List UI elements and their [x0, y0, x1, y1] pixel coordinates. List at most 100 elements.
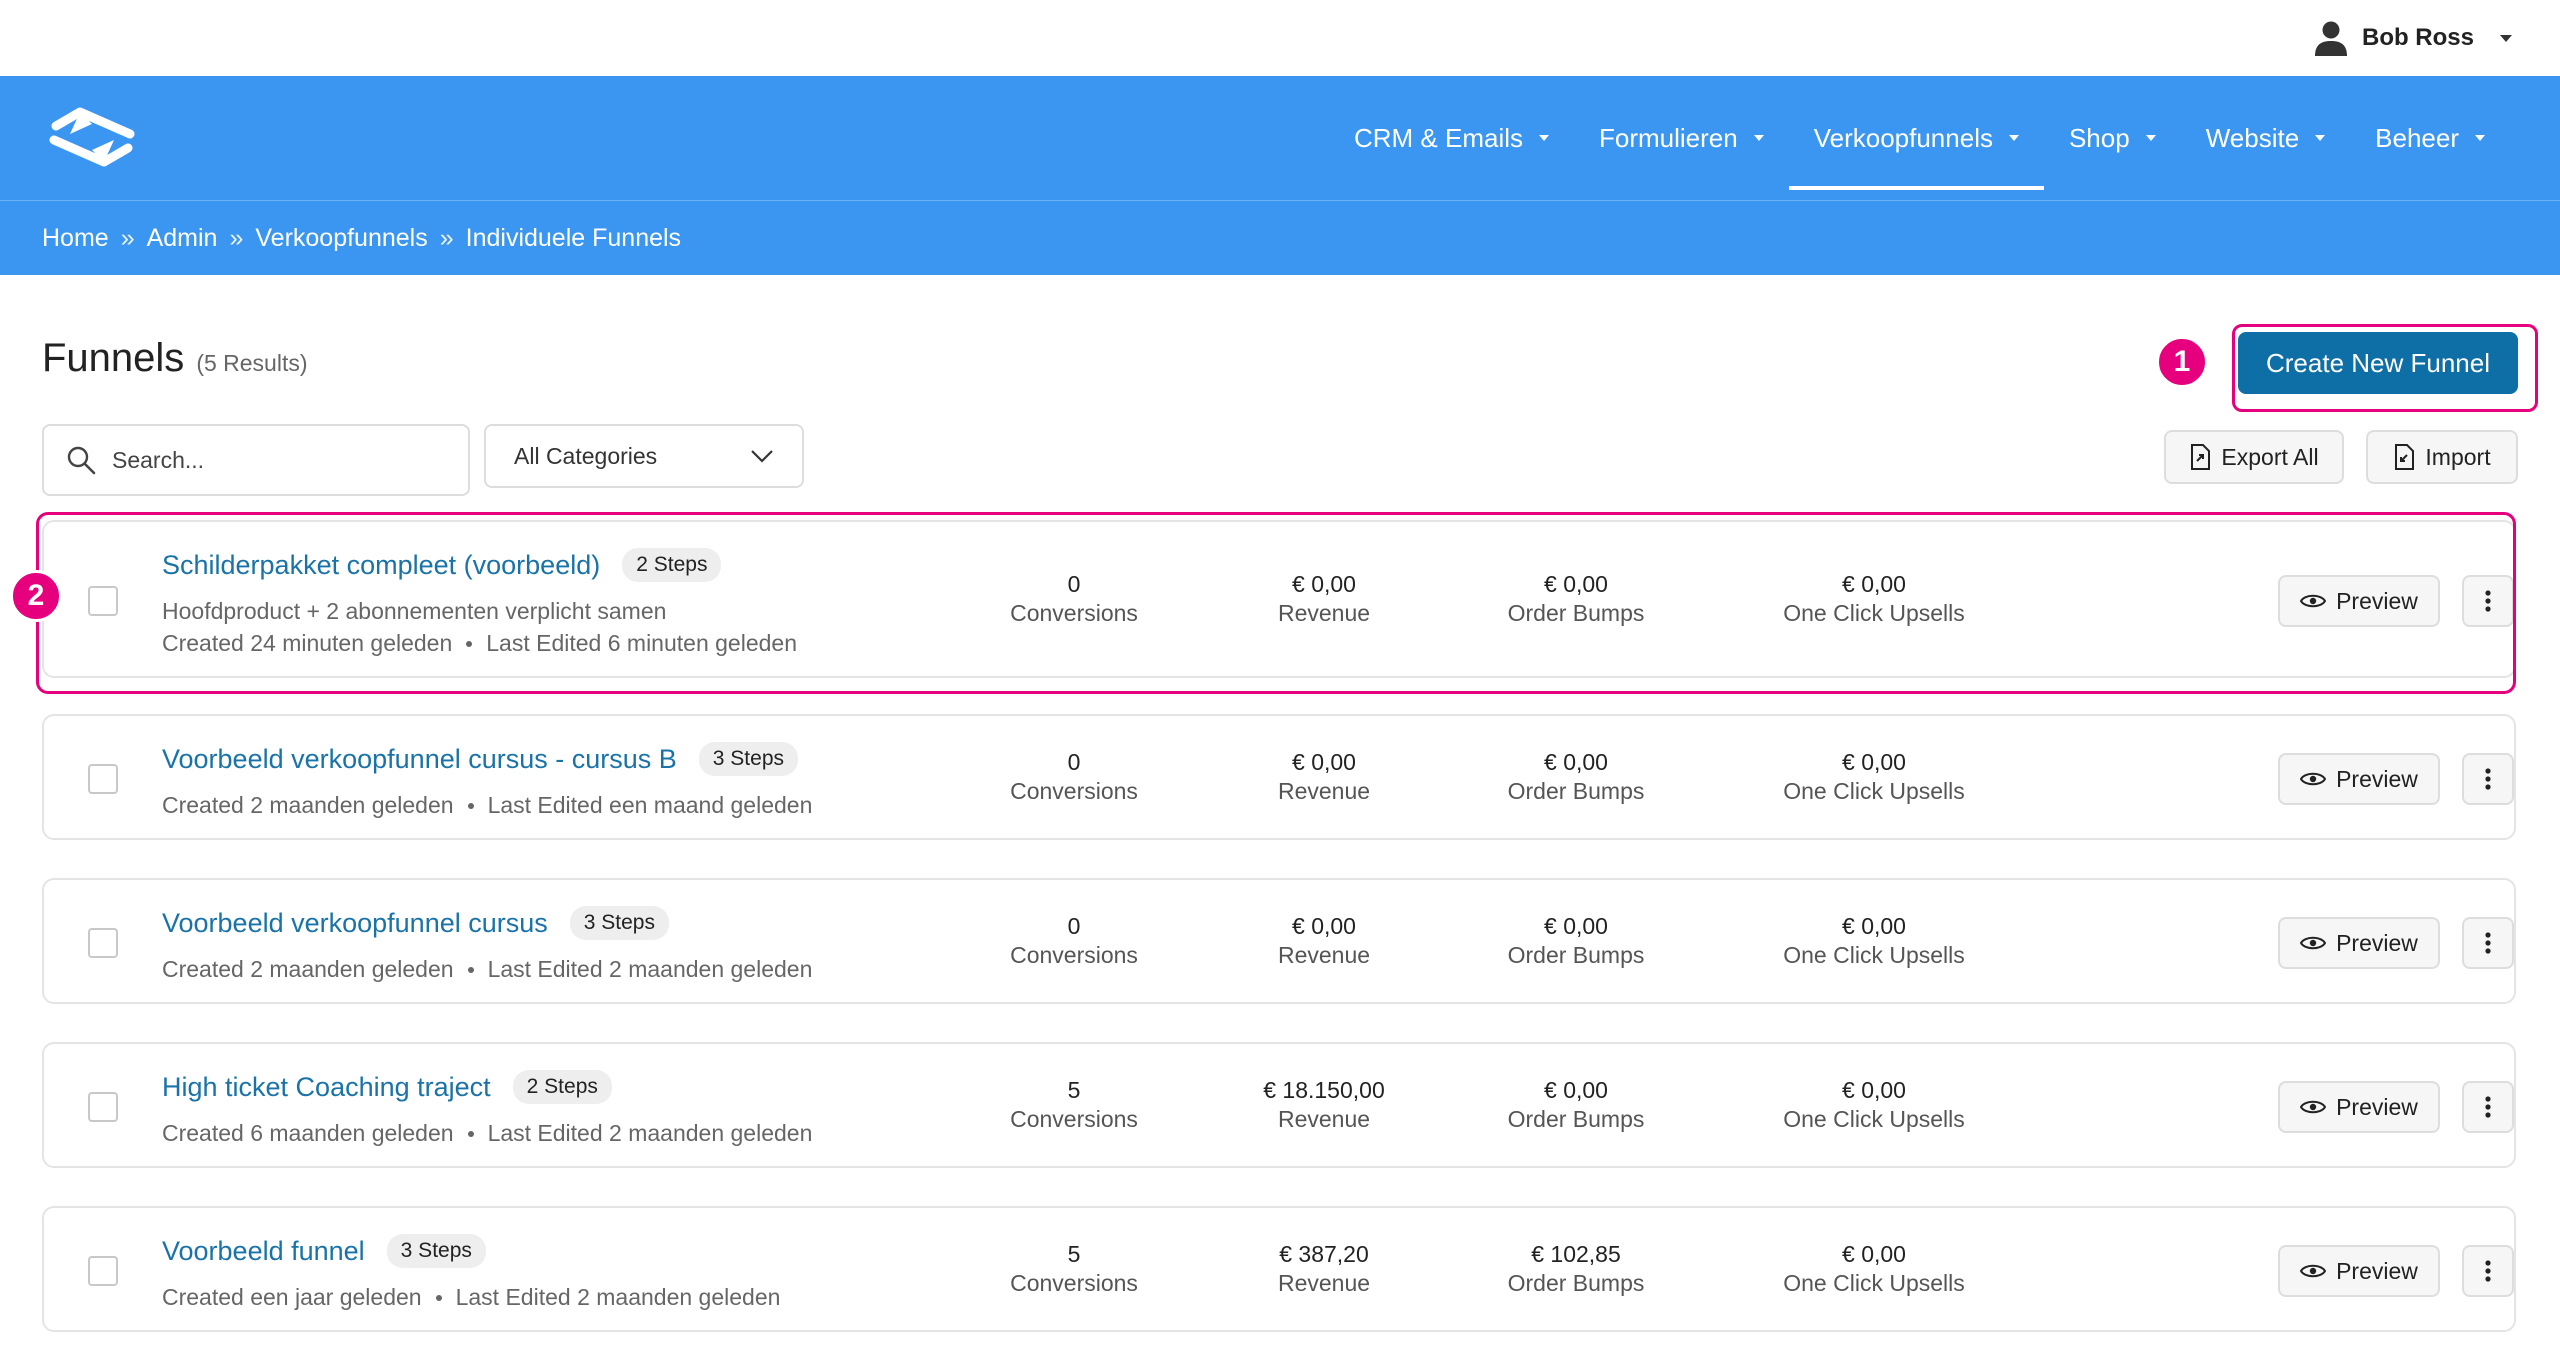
stat-label: One Click Upsells: [1783, 1106, 1965, 1132]
nav-item-label: CRM & Emails: [1353, 122, 1523, 153]
row-checkbox[interactable]: [88, 1092, 118, 1122]
export-all-button[interactable]: Export All: [2164, 430, 2344, 484]
bullet-separator: [467, 802, 474, 809]
stat-label: Order Bumps: [1507, 1270, 1645, 1296]
create-new-funnel-button[interactable]: Create New Funnel: [2238, 332, 2518, 394]
breadcrumb-home[interactable]: Home: [42, 223, 109, 252]
nav-item-crm-emails[interactable]: CRM & Emails: [1329, 76, 1574, 200]
more-options-button[interactable]: [2462, 1245, 2514, 1297]
import-label: Import: [2425, 443, 2491, 470]
funnel-title-line: Schilderpakket compleet (voorbeeld) 2 Ste…: [162, 548, 722, 582]
stat-conversions: 5 Conversions: [964, 1241, 1184, 1297]
search-input[interactable]: [112, 446, 442, 474]
breadcrumb-separator: »: [439, 223, 454, 252]
stat-value: € 0,00: [1842, 749, 1906, 775]
breadcrumb: Home » Admin » Verkoopfunnels » Individu…: [0, 200, 2560, 275]
breadcrumb-verkoopfunnels[interactable]: Verkoopfunnels: [255, 223, 428, 252]
stat-label: One Click Upsells: [1783, 942, 1965, 968]
funnel-name-link[interactable]: Voorbeeld verkoopfunnel cursus: [162, 907, 548, 938]
funnel-title-line: Voorbeeld verkoopfunnel cursus - cursus …: [162, 742, 798, 776]
stat-label: One Click Upsells: [1783, 778, 1965, 804]
created-time: Created een jaar geleden: [162, 1284, 422, 1310]
funnel-name-link[interactable]: Voorbeeld funnel: [162, 1235, 365, 1266]
stat-value: 0: [1067, 913, 1081, 939]
breadcrumb-separator: »: [229, 223, 244, 252]
breadcrumb-admin[interactable]: Admin: [146, 223, 218, 252]
row-checkbox[interactable]: [88, 1256, 118, 1286]
chevron-down-icon: [2008, 135, 2019, 141]
preview-button[interactable]: Preview: [2278, 753, 2440, 805]
category-select[interactable]: All Categories: [484, 424, 804, 488]
stat-order-bumps: € 102,85 Order Bumps: [1466, 1241, 1686, 1297]
row-checkbox[interactable]: [88, 928, 118, 958]
import-icon: [2395, 444, 2415, 470]
stat-label: Order Bumps: [1507, 942, 1645, 968]
stat-upsells: € 0,00 One Click Upsells: [1764, 1077, 1984, 1133]
eye-icon: [2300, 1100, 2327, 1114]
stat-value: € 102,85: [1531, 1241, 1621, 1267]
funnel-name-link[interactable]: Voorbeeld verkoopfunnel cursus - cursus …: [162, 743, 677, 774]
steps-badge: 3 Steps: [386, 1234, 486, 1268]
created-time: Created 2 maanden geleden: [162, 792, 454, 818]
stat-value: € 0,00: [1842, 913, 1906, 939]
kebab-menu-icon: [2485, 1096, 2491, 1118]
nav-item-label: Verkoopfunnels: [1813, 122, 1993, 153]
stat-revenue: € 0,00 Revenue: [1214, 913, 1434, 969]
stat-label: Revenue: [1277, 1270, 1371, 1296]
preview-label: Preview: [2336, 1093, 2418, 1120]
logo-icon[interactable]: [46, 104, 138, 170]
stat-label: Conversions: [1010, 600, 1138, 626]
main-nav: CRM & Emails Formulieren Verkoopfunnels Sho…: [0, 76, 2560, 200]
preview-label: Preview: [2336, 587, 2418, 614]
nav-item-beheer[interactable]: Beheer: [2350, 76, 2510, 200]
funnel-title-line: High ticket Coaching traject 2 Steps: [162, 1070, 612, 1104]
stat-label: Order Bumps: [1507, 600, 1645, 626]
stat-upsells: € 0,00 One Click Upsells: [1764, 571, 1984, 627]
more-options-button[interactable]: [2462, 575, 2514, 627]
preview-button[interactable]: Preview: [2278, 1245, 2440, 1297]
row-checkbox[interactable]: [88, 764, 118, 794]
bullet-separator: [467, 1130, 474, 1137]
chevron-down-icon: [2145, 135, 2156, 141]
preview-button[interactable]: Preview: [2278, 1081, 2440, 1133]
chevron-down-icon: [2500, 34, 2512, 42]
nav-item-formulieren[interactable]: Formulieren: [1574, 76, 1789, 200]
created-time: Created 6 maanden geleden: [162, 1120, 454, 1146]
funnel-meta: Created 6 maanden geleden Last Edited 2 m…: [162, 1120, 812, 1147]
more-options-button[interactable]: [2462, 1081, 2514, 1133]
stat-upsells: € 0,00 One Click Upsells: [1764, 913, 1984, 969]
user-icon: [2314, 21, 2347, 56]
search-box: [42, 424, 470, 496]
steps-badge: 2 Steps: [622, 548, 722, 582]
funnel-name-link[interactable]: High ticket Coaching traject: [162, 1071, 491, 1102]
stat-label: Conversions: [1010, 1270, 1138, 1296]
edited-time: Last Edited een maand geleden: [487, 792, 813, 818]
nav-item-label: Shop: [2068, 122, 2130, 153]
row-checkbox[interactable]: [88, 586, 118, 616]
nav-item-shop[interactable]: Shop: [2044, 76, 2181, 200]
stat-value: € 0,00: [1544, 571, 1608, 597]
eye-icon: [2300, 936, 2327, 950]
stat-value: € 0,00: [1842, 571, 1906, 597]
more-options-button[interactable]: [2462, 917, 2514, 969]
funnel-name-link[interactable]: Schilderpakket compleet (voorbeeld): [162, 549, 601, 580]
preview-button[interactable]: Preview: [2278, 575, 2440, 627]
nav-item-label: Website: [2205, 122, 2300, 153]
highlight-outline-row: [36, 512, 2516, 694]
stat-label: One Click Upsells: [1783, 600, 1965, 626]
stat-label: Conversions: [1010, 942, 1138, 968]
stat-value: € 0,00: [1842, 1241, 1906, 1267]
import-button[interactable]: Import: [2366, 430, 2518, 484]
stat-revenue: € 387,20 Revenue: [1214, 1241, 1434, 1297]
funnel-title-line: Voorbeeld funnel 3 Steps: [162, 1234, 486, 1268]
user-menu[interactable]: Bob Ross: [2314, 18, 2512, 58]
more-options-button[interactable]: [2462, 753, 2514, 805]
user-name: Bob Ross: [2361, 24, 2474, 51]
stat-label: Revenue: [1277, 942, 1371, 968]
nav-item-website[interactable]: Website: [2181, 76, 2350, 200]
preview-button[interactable]: Preview: [2278, 917, 2440, 969]
annotation-badge-2: 2: [10, 570, 62, 622]
nav-item-verkoopfunnels[interactable]: Verkoopfunnels: [1788, 76, 2045, 200]
stat-label: Revenue: [1277, 600, 1371, 626]
